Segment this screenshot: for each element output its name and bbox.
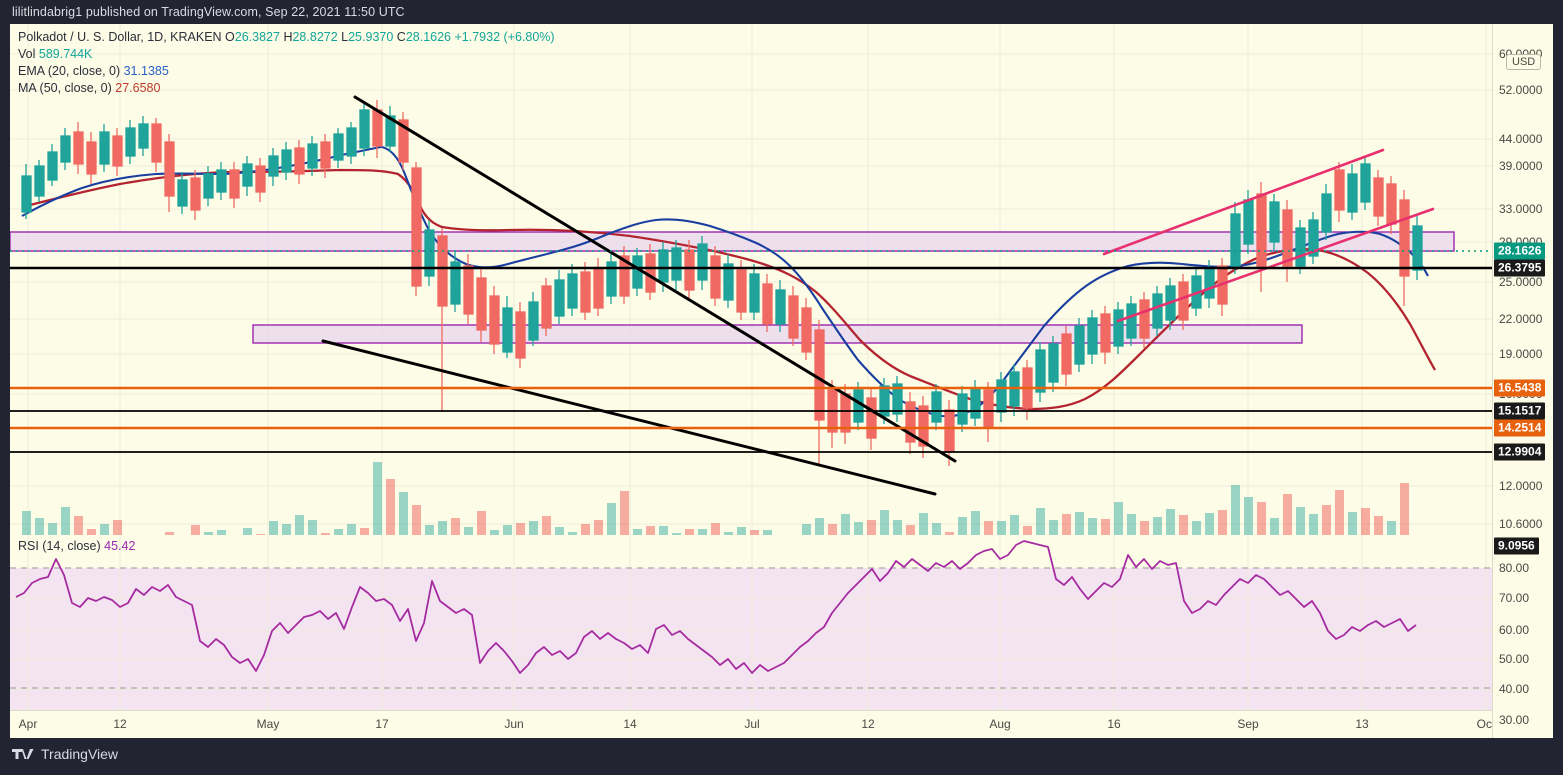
vertical-gridlines bbox=[27, 24, 1487, 535]
rsi-tick: 70.00 bbox=[1499, 591, 1530, 605]
time-tick: Jul bbox=[744, 717, 760, 731]
level-price-tag: 9.0956 bbox=[1494, 537, 1539, 555]
lower-demand-zone bbox=[252, 324, 1303, 344]
horizontal-levels bbox=[10, 266, 1492, 453]
rsi-tick: 50.00 bbox=[1499, 652, 1530, 666]
descending-resistance-line bbox=[353, 95, 957, 463]
pink-channel-upper-line bbox=[1102, 148, 1385, 256]
level-price-tag: 12.9904 bbox=[1494, 443, 1546, 461]
price-pane[interactable]: Polkadot / U. S. Dollar, 1D, KRAKEN O26.… bbox=[10, 24, 1492, 535]
time-tick: Jun bbox=[504, 717, 524, 731]
rsi-tick: 80.00 bbox=[1499, 561, 1530, 575]
descending-support-line bbox=[321, 339, 937, 496]
rsi-tick: 60.00 bbox=[1499, 623, 1530, 637]
pink-channel-lower-line bbox=[1116, 207, 1435, 323]
ema-20-line bbox=[21, 145, 1429, 418]
tradingview-brand-label: TradingView bbox=[41, 746, 119, 762]
publisher-text: lilitlindabrig1 published on TradingView… bbox=[12, 5, 405, 19]
rsi-legend-label: RSI (14, close) bbox=[18, 539, 101, 553]
tradingview-logo-icon bbox=[12, 747, 34, 761]
time-tick: 12 bbox=[113, 717, 127, 731]
rsi-legend-value: 45.42 bbox=[104, 539, 136, 553]
rsi-gridlines bbox=[10, 597, 1492, 690]
level-price-tag: 26.3795 bbox=[1494, 259, 1546, 277]
rsi-pane[interactable]: RSI (14, close) 45.42 bbox=[10, 535, 1492, 710]
price-tick: 22.0000 bbox=[1499, 312, 1543, 326]
rsi-tick: 30.00 bbox=[1499, 713, 1530, 727]
time-tick: 16 bbox=[1107, 717, 1121, 731]
chart-frame: Polkadot / U. S. Dollar, 1D, KRAKEN O26.… bbox=[10, 24, 1553, 738]
publisher-bar: lilitlindabrig1 published on TradingView… bbox=[0, 0, 1563, 24]
trend-lines bbox=[321, 95, 957, 496]
price-tick: 10.6000 bbox=[1499, 517, 1543, 531]
supply-demand-zones bbox=[10, 231, 1455, 344]
price-chart-svg bbox=[10, 24, 1492, 535]
time-tick: 12 bbox=[861, 717, 875, 731]
time-axis[interactable]: Apr 12 May 17 Jun 14 Jul 12 Aug 16 Sep 1… bbox=[10, 710, 1495, 738]
price-axis[interactable]: 60.0000 52.0000 44.0000 39.0000 33.0000 … bbox=[1492, 24, 1553, 738]
rsi-legend[interactable]: RSI (14, close) 45.42 bbox=[18, 539, 135, 553]
time-tick: Oct bbox=[1476, 717, 1496, 731]
rsi-line bbox=[15, 540, 1417, 674]
time-tick: Aug bbox=[989, 717, 1011, 731]
upper-demand-zone bbox=[10, 231, 1455, 252]
level-price-tag: 16.5438 bbox=[1494, 379, 1546, 397]
horizontal-gridlines bbox=[10, 53, 1492, 525]
candle-up bbox=[21, 102, 1423, 432]
level-price-tag: 14.2514 bbox=[1494, 419, 1546, 437]
price-tick: 39.0000 bbox=[1499, 159, 1543, 173]
currency-badge: USD bbox=[1506, 54, 1542, 70]
rsi-band bbox=[10, 568, 1492, 710]
price-tick: 52.0000 bbox=[1499, 83, 1543, 97]
time-tick: Apr bbox=[18, 717, 38, 731]
tradingview-brand: TradingView bbox=[12, 746, 118, 762]
time-tick: 17 bbox=[375, 717, 389, 731]
time-tick: 13 bbox=[1355, 717, 1369, 731]
price-tick: 33.0000 bbox=[1499, 202, 1543, 216]
time-tick: May bbox=[256, 717, 280, 731]
volume-bars bbox=[22, 462, 1409, 535]
pink-channel bbox=[1102, 148, 1435, 323]
time-tick: 14 bbox=[623, 717, 637, 731]
level-price-tag: 15.1517 bbox=[1494, 402, 1546, 420]
price-tick: 25.0000 bbox=[1499, 275, 1543, 289]
price-tick: 19.0000 bbox=[1499, 347, 1543, 361]
rsi-chart-svg bbox=[10, 535, 1492, 710]
time-tick: Sep bbox=[1237, 717, 1259, 731]
price-tick: 44.0000 bbox=[1499, 132, 1543, 146]
last-price-tag: 28.1626 bbox=[1494, 242, 1546, 260]
rsi-tick: 40.00 bbox=[1499, 682, 1530, 696]
price-tick: 12.0000 bbox=[1499, 479, 1543, 493]
